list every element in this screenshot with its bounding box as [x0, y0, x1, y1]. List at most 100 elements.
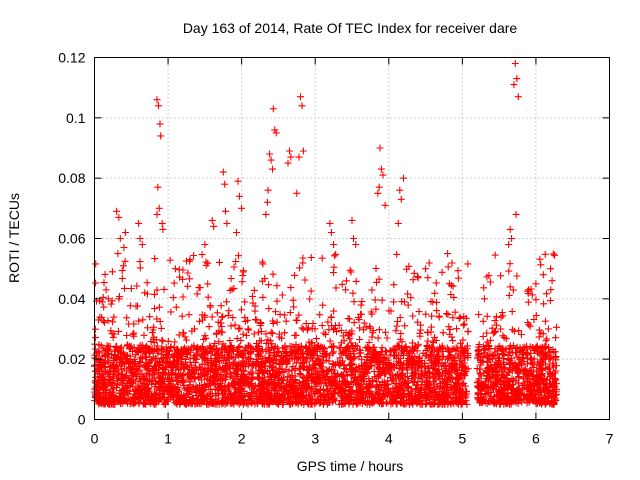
y-tick-label: 0.04 [58, 291, 85, 307]
data-point [108, 268, 116, 276]
data-point [306, 295, 314, 303]
data-point [179, 293, 187, 301]
data-point [350, 319, 358, 327]
data-point [151, 305, 158, 312]
x-tick-label: 3 [311, 431, 319, 447]
x-axis-label: GPS time / hours [297, 458, 404, 474]
data-point [351, 354, 359, 362]
data-point [155, 303, 163, 311]
data-point [346, 266, 354, 274]
data-point [303, 358, 311, 366]
data-point [242, 332, 250, 339]
data-point [296, 264, 304, 272]
data-point [404, 290, 412, 298]
data-point [262, 330, 270, 338]
grid-lines [94, 57, 610, 420]
x-tick-label: 1 [164, 431, 172, 447]
data-point [198, 251, 206, 258]
data-point [453, 325, 461, 333]
y-tick-label: 0.12 [58, 50, 85, 66]
data-point [101, 270, 109, 278]
y-tick-label: 0.1 [66, 110, 86, 126]
data-point [313, 335, 320, 343]
data-point [178, 312, 186, 320]
data-point [393, 250, 401, 258]
data-point [108, 297, 116, 305]
data-point [184, 282, 192, 290]
data-point [322, 356, 330, 364]
data-point [414, 318, 422, 326]
data-point [227, 275, 235, 282]
data-point [347, 268, 355, 276]
data-point [239, 272, 247, 280]
data-point [295, 311, 303, 319]
data-point [250, 286, 258, 294]
data-point [415, 308, 423, 316]
data-point [109, 334, 117, 341]
data-point [143, 369, 151, 377]
data-point [99, 293, 107, 301]
data-point [134, 302, 141, 310]
data-point [318, 322, 326, 329]
chart-title: Day 163 of 2014, Rate Of TEC Index for r… [183, 20, 518, 36]
data-point [338, 280, 346, 288]
data-point [459, 336, 467, 344]
data-point [229, 314, 237, 322]
data-point [390, 298, 398, 306]
data-point [318, 254, 326, 262]
data-point [226, 337, 234, 345]
data-point [375, 326, 383, 334]
data-point [132, 351, 140, 359]
data-point [205, 323, 213, 331]
data-point [102, 351, 110, 359]
data-point [144, 324, 152, 332]
data-point [448, 259, 456, 267]
data-point [127, 285, 135, 292]
data-point [91, 325, 99, 333]
data-point [340, 337, 348, 345]
y-tick-label: 0.02 [58, 351, 85, 367]
data-point [432, 279, 440, 287]
data-point [100, 279, 108, 287]
data-point [107, 300, 115, 308]
data-point [281, 329, 289, 337]
data-point [217, 302, 225, 310]
data-point [292, 359, 300, 367]
data-point [151, 255, 159, 263]
data-points [91, 60, 560, 408]
data-point [182, 336, 190, 344]
data-point [273, 318, 281, 326]
data-point [428, 361, 435, 369]
x-tick-label: 6 [532, 431, 540, 447]
y-axis-label: ROTI / TECUs [6, 193, 22, 283]
data-point [193, 290, 201, 298]
data-point [245, 326, 253, 334]
data-point [389, 385, 397, 392]
data-point [193, 355, 201, 363]
data-point [456, 313, 464, 321]
data-point [219, 313, 227, 320]
x-tick-label: 2 [238, 431, 246, 447]
data-point [319, 301, 327, 309]
y-tick-label: 0.06 [58, 231, 85, 247]
data-point [114, 327, 122, 335]
data-point [139, 316, 147, 324]
data-point [249, 292, 256, 300]
data-point [143, 279, 151, 287]
data-point [123, 314, 131, 322]
data-point [301, 276, 309, 284]
data-point [235, 252, 242, 260]
data-point [290, 303, 298, 311]
data-point [352, 277, 360, 285]
data-point [125, 343, 133, 350]
data-point [414, 273, 422, 280]
data-point [236, 324, 244, 332]
data-point [215, 338, 223, 346]
data-point [114, 250, 122, 258]
data-point [118, 275, 126, 282]
data-point [443, 344, 451, 352]
data-point [92, 279, 100, 287]
data-point [451, 308, 459, 316]
data-point [244, 325, 252, 333]
